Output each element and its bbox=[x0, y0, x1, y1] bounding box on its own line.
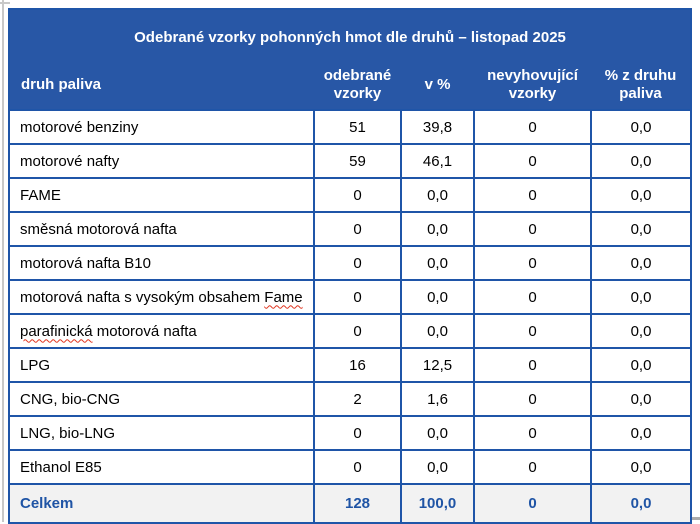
value-cell: 0,0 bbox=[589, 347, 693, 383]
value-cell: 0 bbox=[473, 245, 592, 281]
value-cell: 0 bbox=[473, 313, 592, 349]
value-cell: 59 bbox=[313, 143, 402, 179]
value-cell: 0,0 bbox=[400, 245, 475, 281]
fuel-type-cell: motorová nafta s vysokým obsahem Fame bbox=[8, 279, 315, 315]
fuel-type-cell: parafinická motorová nafta bbox=[8, 313, 315, 349]
table-row: motorové benziny 51 39,8 0 0,0 bbox=[8, 109, 693, 145]
table-body: motorové benziny 51 39,8 0 0,0 motorové nafty… bbox=[8, 109, 693, 524]
table-row: LPG 16 12,5 0 0,0 bbox=[8, 347, 693, 383]
table-total-row: Celkem 128 100,0 0 0,0 bbox=[8, 483, 693, 524]
value-cell: 0,0 bbox=[400, 415, 475, 451]
table-row: motorová nafta B10 0 0,0 0 0,0 bbox=[8, 245, 693, 281]
value-cell: 0 bbox=[473, 109, 592, 145]
horizontal-scrollbar-fragment[interactable] bbox=[686, 517, 700, 520]
value-cell: 0,0 bbox=[400, 449, 475, 485]
value-cell: 0 bbox=[473, 279, 592, 315]
value-cell: 0 bbox=[313, 177, 402, 213]
column-header-percent: v % bbox=[401, 61, 474, 110]
table-row: motorové nafty 59 46,1 0 0,0 bbox=[8, 143, 693, 179]
value-cell: 0 bbox=[473, 449, 592, 485]
spellcheck-underlined-word: Fame bbox=[264, 288, 303, 306]
spellcheck-underlined-word: parafinická bbox=[20, 322, 93, 340]
table-row: Ethanol E85 0 0,0 0 0,0 bbox=[8, 449, 693, 485]
fuel-type-cell: LPG bbox=[8, 347, 315, 383]
table-row: motorová nafta s vysokým obsahem Fame 0 0,… bbox=[8, 279, 693, 315]
value-cell: 0 bbox=[473, 483, 592, 524]
value-cell: 2 bbox=[313, 381, 402, 417]
fuel-type-cell: Celkem bbox=[8, 483, 315, 524]
table-row: směsná motorová nafta 0 0,0 0 0,0 bbox=[8, 211, 693, 247]
page-boundary-top-line bbox=[0, 2, 10, 4]
fuel-type-cell: CNG, bio-CNG bbox=[8, 381, 315, 417]
value-cell: 0,0 bbox=[589, 313, 693, 349]
value-cell: 0 bbox=[473, 415, 592, 451]
value-cell: 0,0 bbox=[589, 177, 693, 213]
value-cell: 100,0 bbox=[400, 483, 475, 524]
table-row: parafinická motorová nafta 0 0,0 0 0,0 bbox=[8, 313, 693, 349]
value-cell: 0,0 bbox=[589, 381, 693, 417]
table-header: Odebrané vzorky pohonných hmot dle druhů… bbox=[9, 9, 692, 110]
table-title-row: Odebrané vzorky pohonných hmot dle druhů… bbox=[9, 9, 692, 61]
table-title: Odebrané vzorky pohonných hmot dle druhů… bbox=[9, 9, 692, 61]
fuel-samples-table: Odebrané vzorky pohonných hmot dle druhů… bbox=[8, 8, 693, 524]
table-row: CNG, bio-CNG 2 1,6 0 0,0 bbox=[8, 381, 693, 417]
value-cell: 46,1 bbox=[400, 143, 475, 179]
fuel-type-cell: motorové benziny bbox=[8, 109, 315, 145]
fuel-type-cell: FAME bbox=[8, 177, 315, 213]
value-cell: 0,0 bbox=[589, 245, 693, 281]
table-column-header-row: druh paliva odebrané vzorky v % nevyhovu… bbox=[9, 61, 692, 110]
value-cell: 0,0 bbox=[589, 109, 693, 145]
column-header-percent-of-fuel-type: % z druhu paliva bbox=[591, 61, 692, 110]
value-cell: 0,0 bbox=[589, 143, 693, 179]
column-header-samples-taken: odebrané vzorky bbox=[314, 61, 401, 110]
fuel-type-cell: motorová nafta B10 bbox=[8, 245, 315, 281]
value-cell: 0,0 bbox=[400, 279, 475, 315]
page-boundary-left-line bbox=[2, 0, 4, 522]
fuel-type-cell: Ethanol E85 bbox=[8, 449, 315, 485]
value-cell: 0,0 bbox=[589, 449, 693, 485]
column-header-fuel-type: druh paliva bbox=[9, 61, 314, 110]
value-cell: 0,0 bbox=[589, 279, 693, 315]
value-cell: 16 bbox=[313, 347, 402, 383]
fuel-type-cell: motorové nafty bbox=[8, 143, 315, 179]
value-cell: 1,6 bbox=[400, 381, 475, 417]
value-cell: 0 bbox=[473, 211, 592, 247]
value-cell: 0 bbox=[313, 279, 402, 315]
value-cell: 128 bbox=[313, 483, 402, 524]
value-cell: 0,0 bbox=[589, 211, 693, 247]
value-cell: 0 bbox=[313, 211, 402, 247]
fuel-type-cell: LNG, bio-LNG bbox=[8, 415, 315, 451]
fuel-type-cell: směsná motorová nafta bbox=[8, 211, 315, 247]
value-cell: 0 bbox=[473, 177, 592, 213]
value-cell: 0,0 bbox=[589, 415, 693, 451]
value-cell: 0 bbox=[473, 347, 592, 383]
value-cell: 0 bbox=[313, 245, 402, 281]
value-cell: 0 bbox=[313, 449, 402, 485]
value-cell: 0,0 bbox=[400, 177, 475, 213]
column-header-noncompliant-samples: nevyhovující vzorky bbox=[474, 61, 591, 110]
value-cell: 0,0 bbox=[400, 313, 475, 349]
value-cell: 0,0 bbox=[400, 211, 475, 247]
table-row: FAME 0 0,0 0 0,0 bbox=[8, 177, 693, 213]
value-cell: 39,8 bbox=[400, 109, 475, 145]
value-cell: 12,5 bbox=[400, 347, 475, 383]
table-row: LNG, bio-LNG 0 0,0 0 0,0 bbox=[8, 415, 693, 451]
value-cell: 51 bbox=[313, 109, 402, 145]
value-cell: 0 bbox=[313, 313, 402, 349]
value-cell: 0,0 bbox=[589, 483, 693, 524]
value-cell: 0 bbox=[473, 381, 592, 417]
value-cell: 0 bbox=[313, 415, 402, 451]
value-cell: 0 bbox=[473, 143, 592, 179]
